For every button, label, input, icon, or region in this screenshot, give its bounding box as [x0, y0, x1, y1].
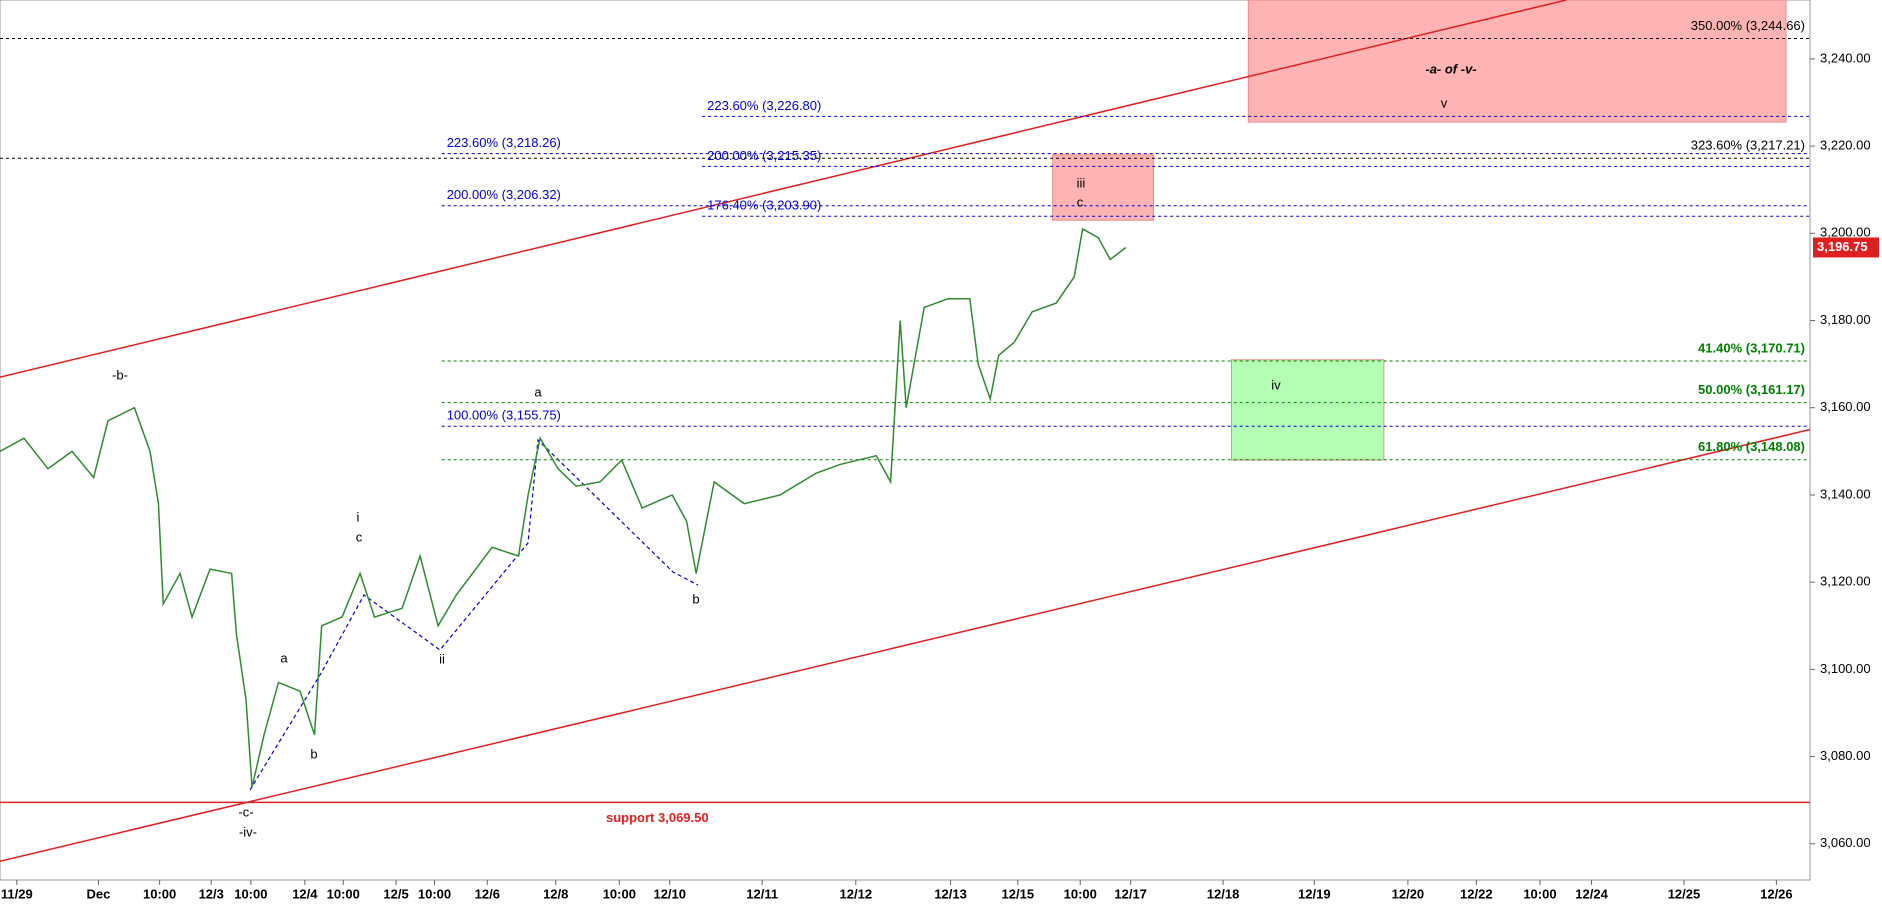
x-tick-label: 10:00: [603, 886, 636, 901]
y-tick-label: 3,240.00: [1820, 50, 1871, 65]
last-price-label: 3,196.75: [1817, 239, 1868, 254]
fib-label: 50.00% (3,161.17): [1698, 382, 1805, 397]
wave-label: v: [1441, 95, 1448, 110]
y-tick-label: 3,160.00: [1820, 399, 1871, 414]
fib-label: 100.00% (3,155.75): [447, 408, 561, 423]
x-tick-label: 12/11: [746, 886, 778, 901]
x-tick-label: 12/5: [383, 886, 408, 901]
fib-label: 200.00% (3,215.35): [707, 148, 821, 163]
x-tick-label: 10:00: [327, 886, 360, 901]
wave-label: c: [1077, 194, 1084, 209]
x-tick-label: 12/26: [1760, 886, 1793, 901]
x-tick-label: 10:00: [143, 886, 176, 901]
x-tick-label: 12/20: [1392, 886, 1425, 901]
y-tick-label: 3,100.00: [1820, 661, 1871, 676]
wave-label: b: [310, 746, 317, 761]
wave-label: c: [356, 529, 363, 544]
x-tick-label: 12/15: [1002, 886, 1035, 901]
wave-label: -a- of -v-: [1425, 61, 1476, 76]
fib-label: 350.00% (3,244.66): [1691, 18, 1805, 33]
wave-label: -b-: [112, 367, 128, 382]
x-tick-label: 11/29: [1, 886, 33, 901]
x-tick-label: 10:00: [418, 886, 451, 901]
x-tick-label: 12/3: [199, 886, 224, 901]
fib-label: 223.60% (3,218.26): [447, 135, 561, 150]
x-tick-label: 12/10: [653, 886, 686, 901]
wave-label: b: [692, 591, 699, 606]
wave-label: i: [357, 509, 360, 524]
fib-label: 61.80% (3,148.08): [1698, 439, 1805, 454]
fib-label: 41.40% (3,170.71): [1698, 340, 1805, 355]
x-tick-label: 12/19: [1298, 886, 1331, 901]
fib-label: 323.60% (3,217.21): [1691, 138, 1805, 153]
y-tick-label: 3,180.00: [1820, 312, 1871, 327]
x-tick-label: 12/4: [292, 886, 318, 901]
target-zone: [1230, 359, 1385, 461]
wave-label: ii: [439, 651, 445, 666]
y-tick-label: 3,120.00: [1820, 574, 1871, 589]
wave-label: a: [280, 650, 288, 665]
x-tick-label: 10:00: [234, 886, 267, 901]
wave-path: [249, 438, 699, 791]
x-tick-label: 10:00: [1523, 886, 1556, 901]
x-tick-label: 12/6: [475, 886, 500, 901]
plot-area: [0, 0, 1811, 881]
last-price-tag: [1813, 237, 1879, 258]
channel-line: [0, 0, 1567, 378]
x-tick-label: 10:00: [1064, 886, 1097, 901]
channel-line: [0, 428, 1811, 862]
x-tick-label: 12/17: [1114, 886, 1147, 901]
wave-label: a: [534, 384, 542, 399]
fib-label: 200.00% (3,206.32): [447, 187, 561, 202]
y-tick-label: 3,060.00: [1820, 835, 1871, 850]
y-tick-label: 3,140.00: [1820, 486, 1871, 501]
x-tick-label: 12/8: [543, 886, 568, 901]
wave-label: -iv-: [239, 824, 257, 839]
x-tick-label: 12/24: [1575, 886, 1608, 901]
x-tick-label: 12/18: [1207, 886, 1240, 901]
support-label: support 3,069.50: [606, 810, 709, 825]
wave-label: iv: [1271, 377, 1281, 392]
x-tick-label: 12/22: [1460, 886, 1493, 901]
y-tick-label: 3,200.00: [1820, 225, 1871, 240]
target-zone: [1052, 154, 1154, 221]
fib-label: 176.40% (3,203.90): [707, 198, 821, 213]
wave-label: -c-: [238, 804, 253, 819]
x-tick-label: 12/12: [840, 886, 873, 901]
target-zone: [1247, 0, 1787, 123]
x-tick-label: Dec: [86, 886, 110, 901]
wave-label: iii: [1077, 175, 1086, 190]
y-tick-label: 3,080.00: [1820, 748, 1871, 763]
fib-label: 223.60% (3,226.80): [707, 98, 821, 113]
x-tick-label: 12/25: [1668, 886, 1701, 901]
x-tick-label: 12/13: [934, 886, 967, 901]
price-line: [0, 227, 1127, 788]
y-tick-label: 3,220.00: [1820, 138, 1871, 153]
